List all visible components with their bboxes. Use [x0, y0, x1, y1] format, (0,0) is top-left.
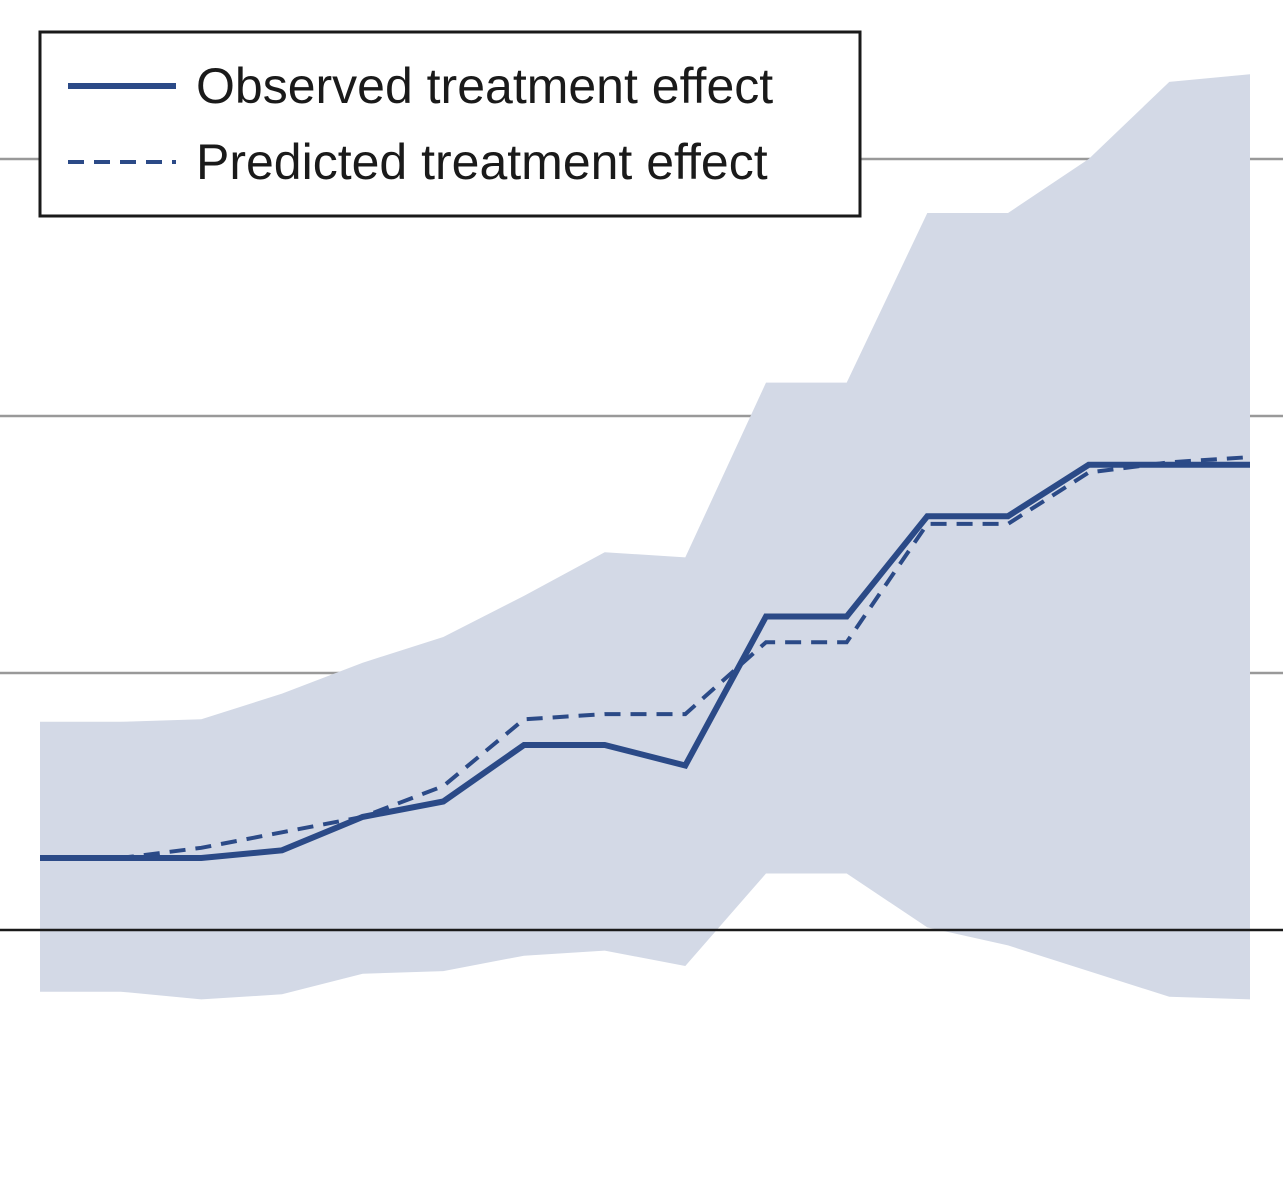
confidence-band — [40, 74, 1250, 1000]
confidence-band-area — [40, 74, 1250, 1000]
observed-series-line — [40, 461, 1250, 861]
legend-label-observed: Observed treatment effect — [196, 58, 773, 114]
predicted-series-line — [40, 455, 1251, 860]
legend-box — [38, 30, 862, 218]
legend-label-predicted: Predicted treatment effect — [196, 134, 768, 190]
legend: Observed treatment effect Predicted trea… — [38, 30, 862, 218]
series-lines — [40, 455, 1251, 861]
